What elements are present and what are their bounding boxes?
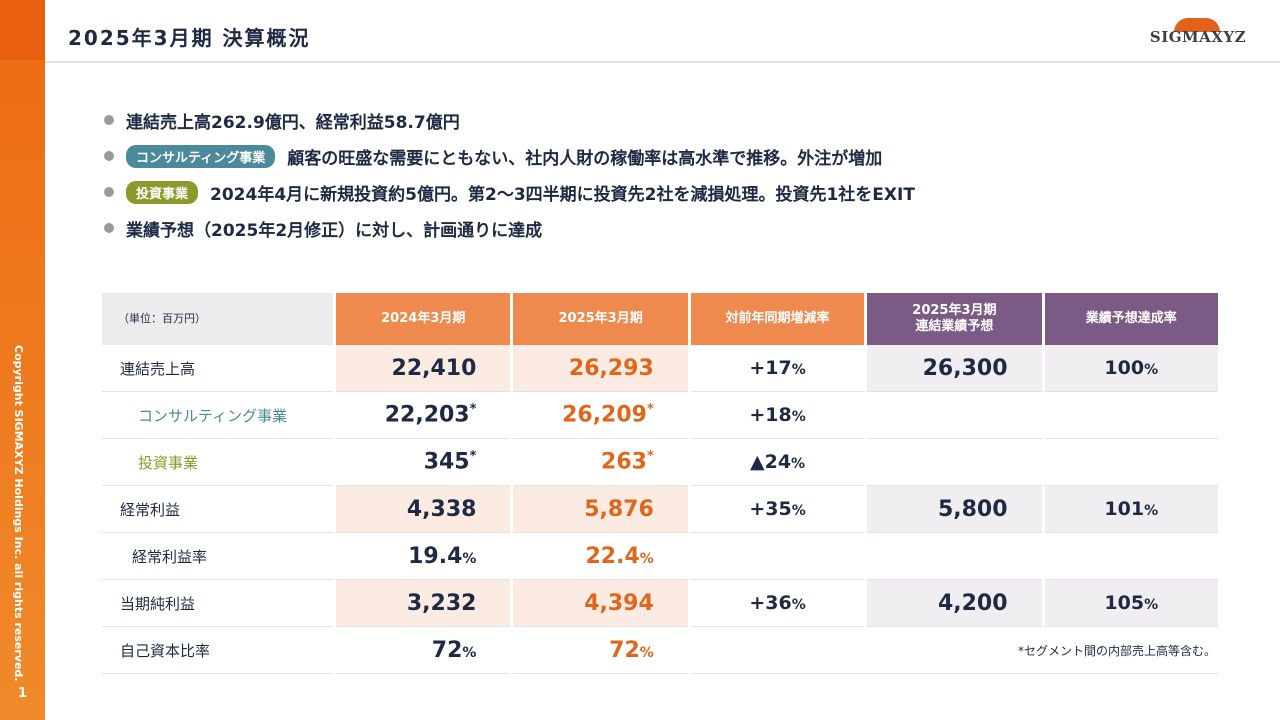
table-row: 経常利益 4,338 5,876 +35% 5,800 101% xyxy=(102,486,1218,533)
value-yoy: +36% xyxy=(690,580,865,627)
investment-tag: 投資事業 xyxy=(126,180,199,204)
bullet-item: 連結売上高262.9億円、経常利益58.7億円 xyxy=(104,102,915,138)
copyright: Copyright SIGMAXYZ Holdings Inc. all rig… xyxy=(12,345,25,682)
bullet-text: 連結売上高262.9億円、経常利益58.7億円 xyxy=(126,112,460,133)
value-forecast xyxy=(867,533,1042,580)
value-forecast xyxy=(867,439,1042,486)
footnote: *セグメント間の内部売上高等含む。 xyxy=(690,627,1218,674)
value-fy2025: 4,394 xyxy=(513,580,688,627)
value-achievement xyxy=(1044,439,1218,486)
value-fy2024: 72% xyxy=(336,627,511,674)
value-forecast: 4,200 xyxy=(867,580,1042,627)
table-row: 当期純利益 3,232 4,394 +36% 4,200 105% xyxy=(102,580,1218,627)
table-row: 自己資本比率 72% 72% *セグメント間の内部売上高等含む。 xyxy=(102,627,1218,674)
value-fy2025: 72% xyxy=(513,627,688,674)
row-label: 連結売上高 xyxy=(102,345,334,392)
results-table: （単位：百万円） 2024年3月期 2025年3月期 対前年同期増減率 2025… xyxy=(99,293,1221,674)
value-fy2024: 4,338 xyxy=(336,486,511,533)
value-fy2025: 22.4% xyxy=(513,533,688,580)
consulting-tag: コンサルティング事業 xyxy=(126,144,276,168)
sidebar-band: Copyright SIGMAXYZ Holdings Inc. all rig… xyxy=(0,0,45,720)
footnote-mark: * xyxy=(469,449,477,465)
bullet-item: 業績予想（2025年2月修正）に対し、計画通りに達成 xyxy=(104,210,915,246)
table-row: 連結売上高 22,410 26,293 +17% 26,300 100% xyxy=(102,345,1218,392)
row-label: 投資事業 xyxy=(102,439,334,486)
value-yoy: ▲24% xyxy=(690,439,865,486)
bullet-text: 業績予想（2025年2月修正）に対し、計画通りに達成 xyxy=(126,220,543,241)
header-fy2025: 2025年3月期 xyxy=(513,293,688,345)
footnote-mark: * xyxy=(646,449,654,465)
value-yoy xyxy=(690,533,865,580)
page-number: 1 xyxy=(17,686,28,701)
value-fy2024: 19.4% xyxy=(336,533,511,580)
value-achievement xyxy=(1044,533,1218,580)
footnote-mark: * xyxy=(469,402,477,418)
header-fy2024: 2024年3月期 xyxy=(336,293,511,345)
bullet-text: 顧客の旺盛な需要にともない、社内人財の稼働率は高水準で推移。外注が増加 xyxy=(287,148,883,169)
value-fy2024: 3,232 xyxy=(336,580,511,627)
table-row: コンサルティング事業 22,203* 26,209* +18% xyxy=(102,392,1218,439)
table-row: 経常利益率 19.4% 22.4% xyxy=(102,533,1218,580)
header-achievement: 業績予想達成率 xyxy=(1044,293,1218,345)
bullet-text: 2024年4月に新規投資約5億円。第2～3四半期に投資先2社を減損処理。投資先1… xyxy=(210,184,915,205)
row-label: 当期純利益 xyxy=(102,580,334,627)
value-forecast xyxy=(867,392,1042,439)
page-title: 2025年3月期 決算概況 xyxy=(68,26,311,50)
value-fy2024: 22,203* xyxy=(336,392,511,439)
value-yoy: +17% xyxy=(690,345,865,392)
value-fy2025: 26,209* xyxy=(513,392,688,439)
bullet-icon xyxy=(104,151,114,161)
value-fy2025: 26,293 xyxy=(513,345,688,392)
header-forecast: 2025年3月期 連結業績予想 xyxy=(867,293,1042,345)
bullet-item: 投資事業 2024年4月に新規投資約5億円。第2～3四半期に投資先2社を減損処理。… xyxy=(104,174,915,210)
divider xyxy=(45,61,1280,63)
header-yoy: 対前年同期増減率 xyxy=(690,293,865,345)
value-achievement: 100% xyxy=(1044,345,1218,392)
summary-bullets: 連結売上高262.9億円、経常利益58.7億円 コンサルティング事業 顧客の旺盛な… xyxy=(104,102,915,246)
bullet-icon xyxy=(104,115,114,125)
value-forecast: 5,800 xyxy=(867,486,1042,533)
value-achievement: 101% xyxy=(1044,486,1218,533)
bullet-icon xyxy=(104,223,114,233)
value-forecast: 26,300 xyxy=(867,345,1042,392)
row-label: 経常利益率 xyxy=(102,533,334,580)
row-label: 自己資本比率 xyxy=(102,627,334,674)
value-achievement xyxy=(1044,392,1218,439)
value-achievement: 105% xyxy=(1044,580,1218,627)
bullet-icon xyxy=(104,187,114,197)
value-fy2025: 263* xyxy=(513,439,688,486)
row-label: 経常利益 xyxy=(102,486,334,533)
bullet-item: コンサルティング事業 顧客の旺盛な需要にともない、社内人財の稼働率は高水準で推移。… xyxy=(104,138,915,174)
value-yoy: +35% xyxy=(690,486,865,533)
value-fy2025: 5,876 xyxy=(513,486,688,533)
row-label: コンサルティング事業 xyxy=(102,392,334,439)
unit-label: （単位：百万円） xyxy=(102,293,334,345)
footnote-mark: * xyxy=(646,402,654,418)
value-fy2024: 345* xyxy=(336,439,511,486)
value-fy2024: 22,410 xyxy=(336,345,511,392)
value-yoy: +18% xyxy=(690,392,865,439)
table-row: 投資事業 345* 263* ▲24% xyxy=(102,439,1218,486)
sigmaxyz-logo: SIGMAXYZ xyxy=(1140,14,1256,50)
